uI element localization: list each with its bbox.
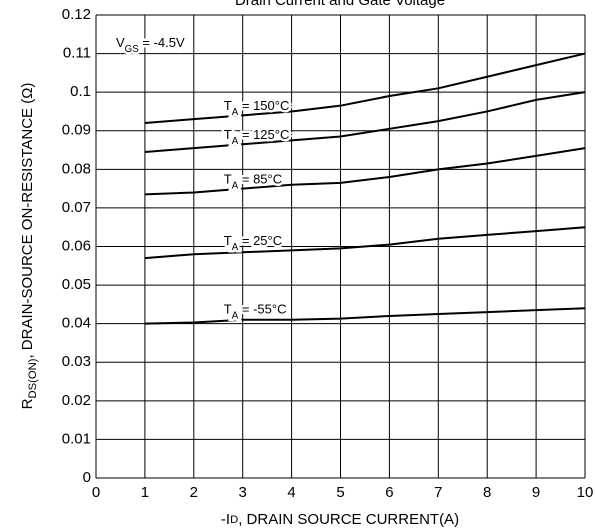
x-tick-label: 0 [92, 484, 100, 501]
y-tick-label: 0.11 [63, 45, 91, 62]
y-tick-label: 0.04 [62, 315, 91, 332]
x-tick-label: 6 [385, 484, 393, 501]
y-tick-label: 0.02 [62, 392, 91, 409]
series-line [144, 226, 586, 260]
x-tick-label: 4 [287, 484, 295, 501]
series-line [144, 147, 586, 196]
y-tick-label: 0.08 [62, 160, 91, 177]
y-tick-label: 0 [83, 469, 91, 486]
y-tick-label: 0.03 [62, 353, 91, 370]
y-tick-label: 0.05 [62, 276, 91, 293]
y-tick-label: 0.01 [62, 430, 91, 447]
series-label: TA = 125°C [224, 128, 290, 147]
y-tick-label: 0.06 [62, 237, 91, 254]
x-tick-label: 1 [141, 484, 149, 501]
x-tick-label: 7 [434, 484, 442, 501]
series-line [144, 52, 586, 125]
x-tick-label: 9 [532, 484, 540, 501]
x-axis-label: -ID, DRAIN SOURCE CURRENT(A) [221, 511, 459, 528]
series-label: TA = -55°C [224, 302, 287, 321]
x-tick-label: 3 [239, 484, 247, 501]
series-line [144, 91, 586, 153]
y-tick-label: 0.07 [62, 199, 91, 216]
series-label: TA = 85°C [224, 172, 282, 191]
x-tick-label: 10 [577, 484, 594, 501]
series-line [144, 307, 586, 325]
series-label: TA = 150°C [224, 99, 290, 118]
y-tick-label: 0.1 [70, 83, 91, 100]
y-tick-label: 0.09 [62, 122, 91, 139]
chart-title: Drain Current and Gate Voltage [235, 0, 445, 9]
x-tick-label: 5 [336, 484, 344, 501]
y-tick-label: 0.12 [62, 6, 91, 23]
y-axis-label: RDS(ON), DRAIN-SOURCE ON-RESISTANCE (Ω) [19, 83, 39, 410]
series-label: TA = 25°C [224, 234, 282, 253]
annotation: VGS = -4.5V [116, 35, 185, 54]
x-tick-label: 2 [190, 484, 198, 501]
x-tick-label: 8 [483, 484, 491, 501]
